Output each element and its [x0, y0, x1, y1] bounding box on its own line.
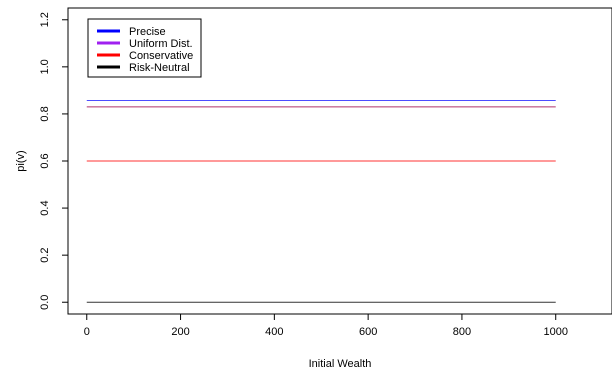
x-axis-title: Initial Wealth — [309, 358, 372, 370]
y-tick-label: 0.0 — [39, 295, 51, 310]
y-tick-label: 0.8 — [39, 106, 51, 121]
y-axis-title: pi(v) — [15, 150, 27, 171]
x-axis: 0 200 400 600 800 1000 — [84, 313, 568, 338]
y-tick-label: 0.6 — [39, 153, 51, 168]
x-tick-label: 800 — [453, 326, 471, 338]
x-tick-label: 0 — [84, 326, 90, 338]
y-tick-label: 1.0 — [39, 59, 51, 74]
y-tick-label: 1.2 — [39, 12, 51, 27]
x-tick-label: 400 — [265, 326, 283, 338]
legend-label: Precise — [129, 26, 166, 38]
x-tick-label: 1000 — [543, 326, 567, 338]
legend-label: Conservative — [129, 50, 193, 62]
legend-label: Risk-Neutral — [129, 62, 190, 74]
y-tick-label: 0.2 — [39, 248, 51, 263]
x-tick-label: 600 — [359, 326, 377, 338]
legend-label: Uniform Dist. — [129, 38, 193, 50]
y-axis: 0.0 0.2 0.4 0.6 0.8 1.0 1.2 — [39, 12, 69, 310]
series-layer — [86, 100, 556, 303]
y-tick-label: 0.4 — [39, 200, 51, 215]
x-tick-label: 200 — [171, 326, 189, 338]
